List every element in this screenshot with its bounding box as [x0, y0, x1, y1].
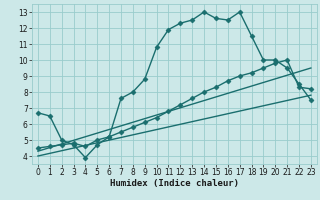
X-axis label: Humidex (Indice chaleur): Humidex (Indice chaleur) [110, 179, 239, 188]
